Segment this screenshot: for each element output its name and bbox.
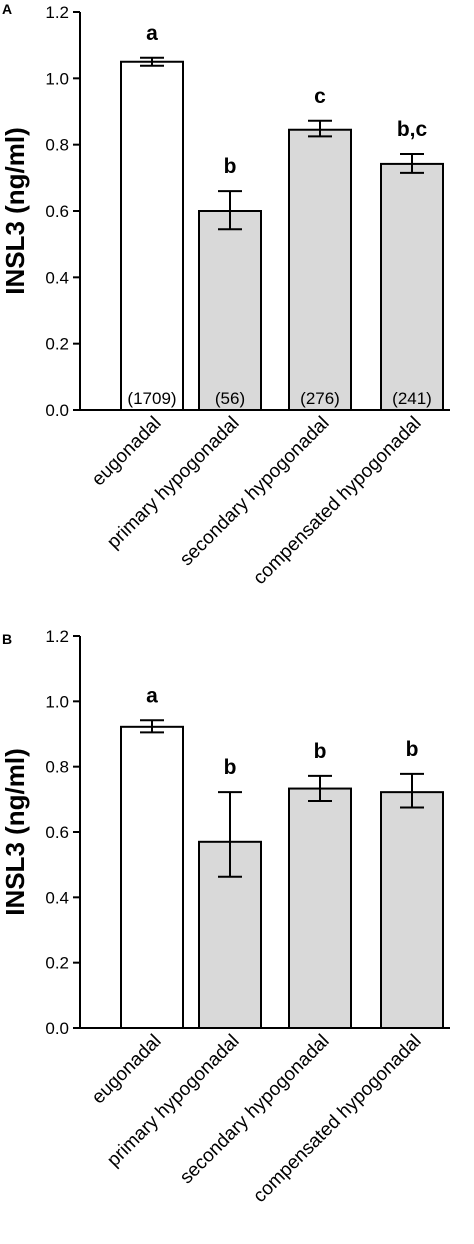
bar-1 bbox=[120, 60, 184, 411]
y-tick-label: 0.0 bbox=[45, 1019, 69, 1038]
category-label: eugonadal bbox=[88, 413, 166, 491]
y-tick-label: 0.2 bbox=[45, 335, 69, 354]
y-tick-label: 0.4 bbox=[45, 268, 69, 287]
sample-size-label: (276) bbox=[300, 389, 340, 408]
category-label: compensated hypogonadal bbox=[249, 1031, 425, 1207]
category-label: eugonadal bbox=[88, 1031, 166, 1109]
y-tick-label: 1.0 bbox=[45, 69, 69, 88]
bar-2 bbox=[198, 210, 262, 411]
significance-label: b bbox=[314, 740, 327, 763]
panel-b: B INSL3 (ng/ml) 0.0 0.2 0.4 0.6 0.8 1.0 1.2 a eugo… bbox=[0, 627, 450, 1207]
significance-label: a bbox=[146, 22, 158, 45]
category-label: secondary hypogonadal bbox=[176, 1031, 334, 1189]
panel-letter: A bbox=[2, 1, 12, 17]
y-tick-label: 0.0 bbox=[45, 401, 69, 420]
y-tick-label: 1.2 bbox=[45, 3, 69, 22]
bar-3 bbox=[288, 128, 352, 411]
significance-label: a bbox=[146, 684, 158, 707]
y-tick-label: 0.6 bbox=[45, 823, 69, 842]
sample-size-label: (56) bbox=[215, 389, 245, 408]
panel-letter: B bbox=[2, 631, 12, 647]
y-tick-label: 0.4 bbox=[45, 888, 69, 907]
y-axis-label: INSL3 (ng/ml) bbox=[0, 127, 30, 295]
bar-4 bbox=[380, 162, 444, 411]
y-tick-label: 0.8 bbox=[45, 136, 69, 155]
category-label: secondary hypogonadal bbox=[176, 413, 334, 571]
y-tick-label: 0.6 bbox=[45, 202, 69, 221]
significance-label: c bbox=[314, 85, 326, 108]
bar-1 bbox=[120, 725, 184, 1030]
significance-label: b bbox=[406, 738, 419, 761]
sample-size-label: (241) bbox=[392, 389, 432, 408]
y-tick-label: 0.2 bbox=[45, 954, 69, 973]
sample-size-label: (1709) bbox=[127, 389, 176, 408]
bar-4 bbox=[380, 791, 444, 1029]
bar-3 bbox=[288, 787, 352, 1030]
significance-label: b bbox=[224, 756, 237, 779]
y-axis-label: INSL3 (ng/ml) bbox=[0, 748, 30, 916]
category-label: compensated hypogonadal bbox=[249, 413, 425, 589]
significance-label: b bbox=[224, 155, 237, 178]
y-tick-label: 1.2 bbox=[45, 627, 69, 646]
y-tick-label: 0.8 bbox=[45, 758, 69, 777]
panel-a: A INSL3 (ng/ml) 0.0 0.2 0.4 0.6 0.8 1.0 1.2 a (170… bbox=[0, 1, 450, 589]
significance-label: b,c bbox=[397, 118, 428, 141]
y-tick-label: 1.0 bbox=[45, 692, 69, 711]
